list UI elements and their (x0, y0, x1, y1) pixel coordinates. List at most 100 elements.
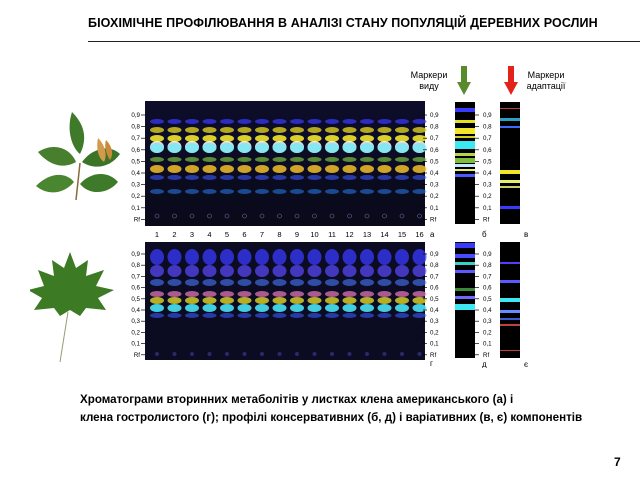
panel-letter-b: б (482, 230, 487, 239)
lane-a-9 (290, 119, 304, 219)
spot (150, 175, 164, 180)
spot (255, 313, 269, 318)
lane-a-14 (377, 119, 392, 219)
lane-number: 4 (207, 230, 211, 239)
spot (272, 313, 287, 318)
spot (290, 143, 304, 153)
spot (377, 249, 392, 265)
spot (220, 127, 234, 133)
spot (255, 119, 269, 124)
spot (395, 189, 409, 194)
spot (272, 157, 287, 162)
origin-spot (294, 213, 300, 219)
lane-g-9 (290, 249, 304, 356)
green-down-arrow-icon (457, 66, 471, 95)
rf-tick-label: 0,5 (483, 296, 492, 303)
spot (395, 165, 409, 173)
rf-tick-label: 0,1 (483, 205, 492, 212)
origin-spot (172, 352, 177, 356)
spot (395, 249, 409, 265)
spot (325, 291, 339, 297)
lane-a-10 (307, 119, 322, 219)
spot (220, 291, 234, 297)
spot (255, 175, 269, 180)
origin-spot (155, 352, 159, 356)
spot (307, 127, 322, 133)
lane-number: 11 (328, 230, 336, 239)
origin-spot (329, 213, 335, 219)
spot (342, 279, 357, 286)
rf-tick-label: 0,9 (430, 112, 439, 119)
rf-tick-label: 0,2 (430, 193, 439, 200)
lane-a-7 (255, 119, 269, 219)
rf-tick-label: 0,5 (131, 296, 140, 303)
rf-tick-label: Rf (483, 352, 489, 359)
spot (202, 189, 217, 194)
spot (412, 175, 427, 180)
spot (377, 127, 392, 133)
spot (342, 304, 357, 312)
slide-title: БІОХІМІЧНЕ ПРОФІЛЮВАННЯ В АНАЛІЗІ СТАНУ … (88, 16, 598, 30)
spot (150, 291, 164, 297)
spot (325, 157, 339, 162)
spot (255, 165, 269, 173)
lane-g-5 (220, 249, 234, 356)
spot (377, 313, 392, 318)
rf-tick-label: 0,9 (483, 112, 492, 119)
rf-tick-label: 0,4 (131, 170, 140, 177)
lane-a-5 (220, 119, 234, 219)
spot (167, 291, 182, 297)
spot (325, 265, 339, 277)
rf-tick-label: 0,8 (483, 262, 492, 269)
spot (220, 157, 234, 162)
lane-a-2 (167, 119, 182, 219)
spot (202, 175, 217, 180)
lane-g-12 (342, 249, 357, 356)
origin-spot (417, 213, 422, 219)
rf-tick-label: 0,6 (483, 285, 492, 292)
spot (185, 127, 199, 133)
rf-tick-label: 0,5 (430, 296, 439, 303)
rf-tick-label: 0,5 (483, 158, 492, 165)
spot (395, 279, 409, 286)
rf-tick-label: 0,2 (483, 329, 492, 336)
lane-number: 3 (190, 230, 194, 239)
rf-tick-label: 0,1 (430, 341, 439, 348)
origin-spot (295, 352, 299, 356)
marker-profiles-top: 0,9 0,8 0,7 0,6 0,5 0,4 0,3 0,2 0,1 Rf б в (455, 102, 528, 239)
spot (342, 175, 357, 180)
spot (412, 143, 427, 153)
spot (202, 143, 217, 153)
spot (360, 157, 374, 162)
spot (342, 297, 357, 304)
spot (360, 297, 374, 304)
rf-tick-label: Rf (134, 352, 140, 359)
lane-g-2 (167, 249, 182, 356)
spot (167, 279, 182, 286)
spot (290, 157, 304, 162)
origin-spot (207, 213, 212, 219)
origin-spot (242, 213, 247, 219)
spot (202, 291, 217, 297)
panel-letter-a: а (430, 230, 435, 239)
lane-g-15 (395, 249, 409, 356)
spot (412, 313, 427, 318)
lane-number: 15 (398, 230, 406, 239)
spot (167, 189, 182, 194)
rf-tick-label: Rf (483, 216, 489, 223)
spot (360, 249, 374, 265)
spot (272, 279, 287, 286)
spot (202, 157, 217, 162)
lane-a-4 (202, 119, 217, 219)
lane-g-11 (325, 249, 339, 356)
rf-tick-label: Rf (430, 352, 436, 359)
rf-tick-label: 0,6 (131, 147, 140, 154)
spot (290, 249, 304, 265)
maple-leaf-norway-icon (30, 252, 114, 363)
spot (290, 313, 304, 318)
origin-spot (382, 352, 387, 356)
spot (290, 189, 304, 194)
rf-tick-label: 0,9 (131, 251, 140, 258)
rf-tick-label: 0,6 (131, 285, 140, 292)
spot (237, 119, 252, 124)
